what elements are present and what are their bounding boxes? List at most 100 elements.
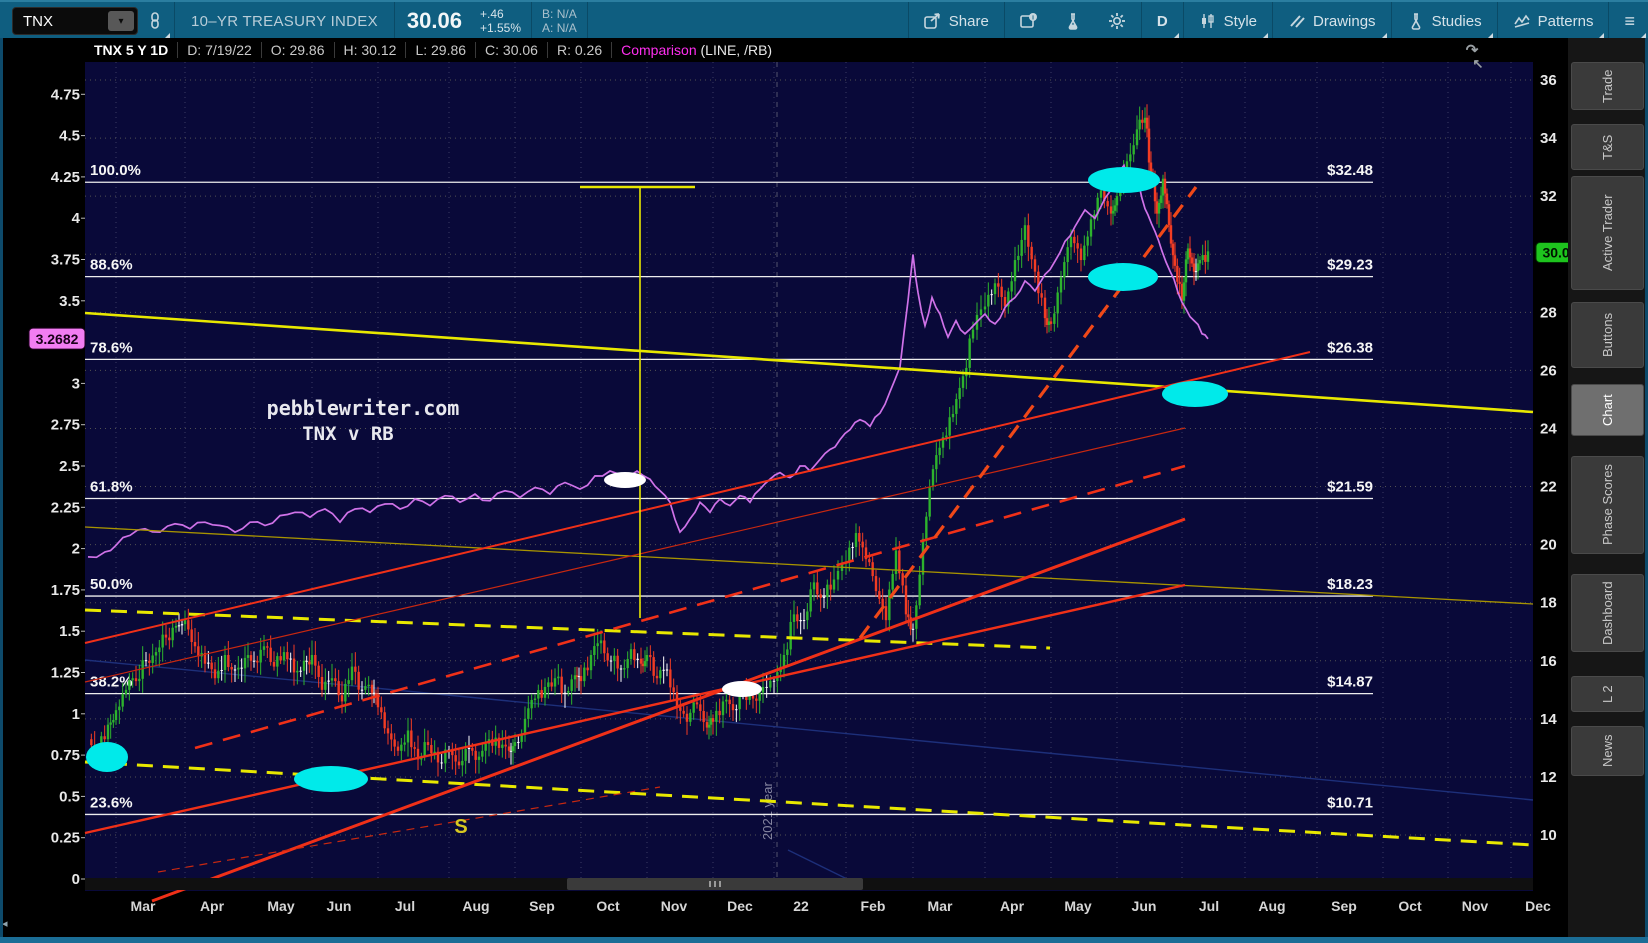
month-label: Oct xyxy=(1398,898,1422,914)
candle-body xyxy=(593,646,596,655)
rb-comparison-line[interactable] xyxy=(87,163,1209,559)
sidebar-tab-l-2[interactable]: L 2 xyxy=(1571,676,1644,712)
candle-body xyxy=(374,693,378,696)
candle-body xyxy=(765,686,768,688)
candle-body xyxy=(213,669,217,679)
share-button[interactable]: Share xyxy=(911,2,1002,40)
candle-body xyxy=(467,747,471,750)
candle-body xyxy=(1059,277,1063,293)
candle-body xyxy=(269,647,272,662)
fib-price-label: $21.59 xyxy=(1327,478,1373,495)
candle-body xyxy=(433,751,436,754)
window-edge-bottom[interactable] xyxy=(0,937,1648,943)
trendline-yellow-solid-thick[interactable] xyxy=(84,311,1534,414)
symbol-dropdown-button[interactable]: ▾ xyxy=(108,11,134,31)
trendline-red-solid-main[interactable] xyxy=(151,517,1186,903)
patterns-label: Patterns xyxy=(1537,12,1594,30)
trendline-red-solid-mid[interactable] xyxy=(84,351,1311,644)
month-label: Oct xyxy=(596,898,620,914)
cyan-highlight-ellipse[interactable] xyxy=(86,742,128,772)
candle-body xyxy=(464,749,467,761)
fib-price-label: $18.23 xyxy=(1327,576,1373,593)
sidebar-tab-trade[interactable]: Trade xyxy=(1571,62,1644,110)
trendline-red-dashed-mid[interactable] xyxy=(194,464,1186,750)
candle-body xyxy=(527,708,530,719)
right-axis-tick: 36 xyxy=(1540,72,1557,89)
candle-body xyxy=(596,643,599,647)
trendline-red-thin[interactable] xyxy=(84,427,1186,683)
cyan-highlight-ellipse[interactable] xyxy=(294,766,368,792)
link-charts-button[interactable] xyxy=(138,2,172,40)
candle-body xyxy=(560,676,563,694)
candle-body xyxy=(1000,286,1003,297)
sidebar-tab-dashboard[interactable]: Dashboard xyxy=(1571,574,1644,652)
candle-body xyxy=(586,667,589,671)
studies-button[interactable]: Studies xyxy=(1394,2,1495,40)
plot-background[interactable] xyxy=(85,62,1533,891)
sidebar-tab-news[interactable]: News xyxy=(1571,726,1644,776)
corner-expand xyxy=(1599,33,1605,38)
candle-body xyxy=(990,294,993,296)
symbol-description: 10–YR TREASURY INDEX xyxy=(191,12,378,30)
candle-body xyxy=(792,614,796,622)
sidebar-tab-chart[interactable]: Chart xyxy=(1571,384,1644,436)
candle-body xyxy=(477,756,481,760)
trendline-orange-dashed-steep[interactable] xyxy=(858,186,1198,639)
trendline-navy-short[interactable] xyxy=(787,849,846,879)
candle-body xyxy=(177,625,181,627)
month-label: Nov xyxy=(661,898,688,914)
timeframe-button[interactable]: D xyxy=(1144,2,1181,40)
candle-body xyxy=(410,730,413,748)
settings-button[interactable] xyxy=(1095,2,1139,40)
candle-body xyxy=(272,661,276,667)
candle-body xyxy=(440,762,443,764)
cyan-highlight-ellipse[interactable] xyxy=(1088,263,1158,291)
candle-body xyxy=(709,718,713,725)
drawings-button[interactable]: Drawings xyxy=(1275,2,1389,40)
sidebar-tab-t-s[interactable]: T&S xyxy=(1571,124,1644,170)
toolbar-separator xyxy=(393,2,395,40)
candle-body xyxy=(738,690,741,710)
white-highlight-ellipse[interactable] xyxy=(604,472,646,488)
candle-body xyxy=(141,660,144,679)
candle-body xyxy=(1020,239,1023,256)
left-axis-tick: 2.25 xyxy=(51,499,80,516)
left-axis-tick: 1 xyxy=(72,706,80,723)
window-edge-left xyxy=(0,38,3,943)
symbol-input[interactable]: TNX ▾ xyxy=(12,7,138,35)
trendline-red-solid-low[interactable] xyxy=(84,583,1186,835)
candle-body xyxy=(968,338,971,368)
style-button[interactable]: Style xyxy=(1186,2,1270,40)
trendline-yellow-dashed-upper[interactable] xyxy=(84,608,1051,650)
sidebar-tab-phase-scores[interactable]: Phase Scores xyxy=(1571,456,1644,554)
scrollbar-grip xyxy=(719,881,721,887)
white-highlight-ellipse[interactable] xyxy=(722,681,762,697)
candle-body xyxy=(1013,260,1017,282)
right-axis-tick: 14 xyxy=(1540,711,1557,728)
price-chart[interactable]: 2021 year 100.0% $32.48 88.6% $29.23 78.6% $26… xyxy=(0,38,1568,937)
collapse-left-icon[interactable]: ◂ xyxy=(2,918,8,930)
month-label: Feb xyxy=(861,898,886,914)
trendline-yellow-solid-thin[interactable] xyxy=(84,526,1534,605)
candle-body xyxy=(731,704,735,711)
patterns-button[interactable]: Patterns xyxy=(1500,2,1607,40)
flask-icon xyxy=(1068,13,1078,30)
candle-body xyxy=(786,649,789,655)
sidebar-tab-active-trader[interactable]: Active Trader xyxy=(1571,176,1644,290)
candle-body xyxy=(619,668,623,670)
analyze-flask-button[interactable] xyxy=(1051,2,1095,40)
cyan-highlight-ellipse[interactable] xyxy=(1088,167,1160,193)
candle-body xyxy=(1165,193,1169,205)
timeframe-label: D xyxy=(1156,12,1168,30)
cyan-highlight-ellipse[interactable] xyxy=(1162,381,1228,407)
candle-body xyxy=(1135,129,1139,146)
chart-menu-button[interactable]: ≡ xyxy=(1611,2,1648,40)
chart-describer-button[interactable]: i xyxy=(1007,2,1051,40)
month-label: Dec xyxy=(1525,898,1551,914)
candle-body xyxy=(1138,119,1141,130)
sidebar-tab-buttons[interactable]: Buttons xyxy=(1571,302,1644,368)
trendline-red-dashed-thin[interactable] xyxy=(157,786,661,873)
last-price-bubble-text: 30.06 xyxy=(1542,244,1568,260)
candle-body xyxy=(579,676,583,682)
candle-body xyxy=(220,670,223,672)
